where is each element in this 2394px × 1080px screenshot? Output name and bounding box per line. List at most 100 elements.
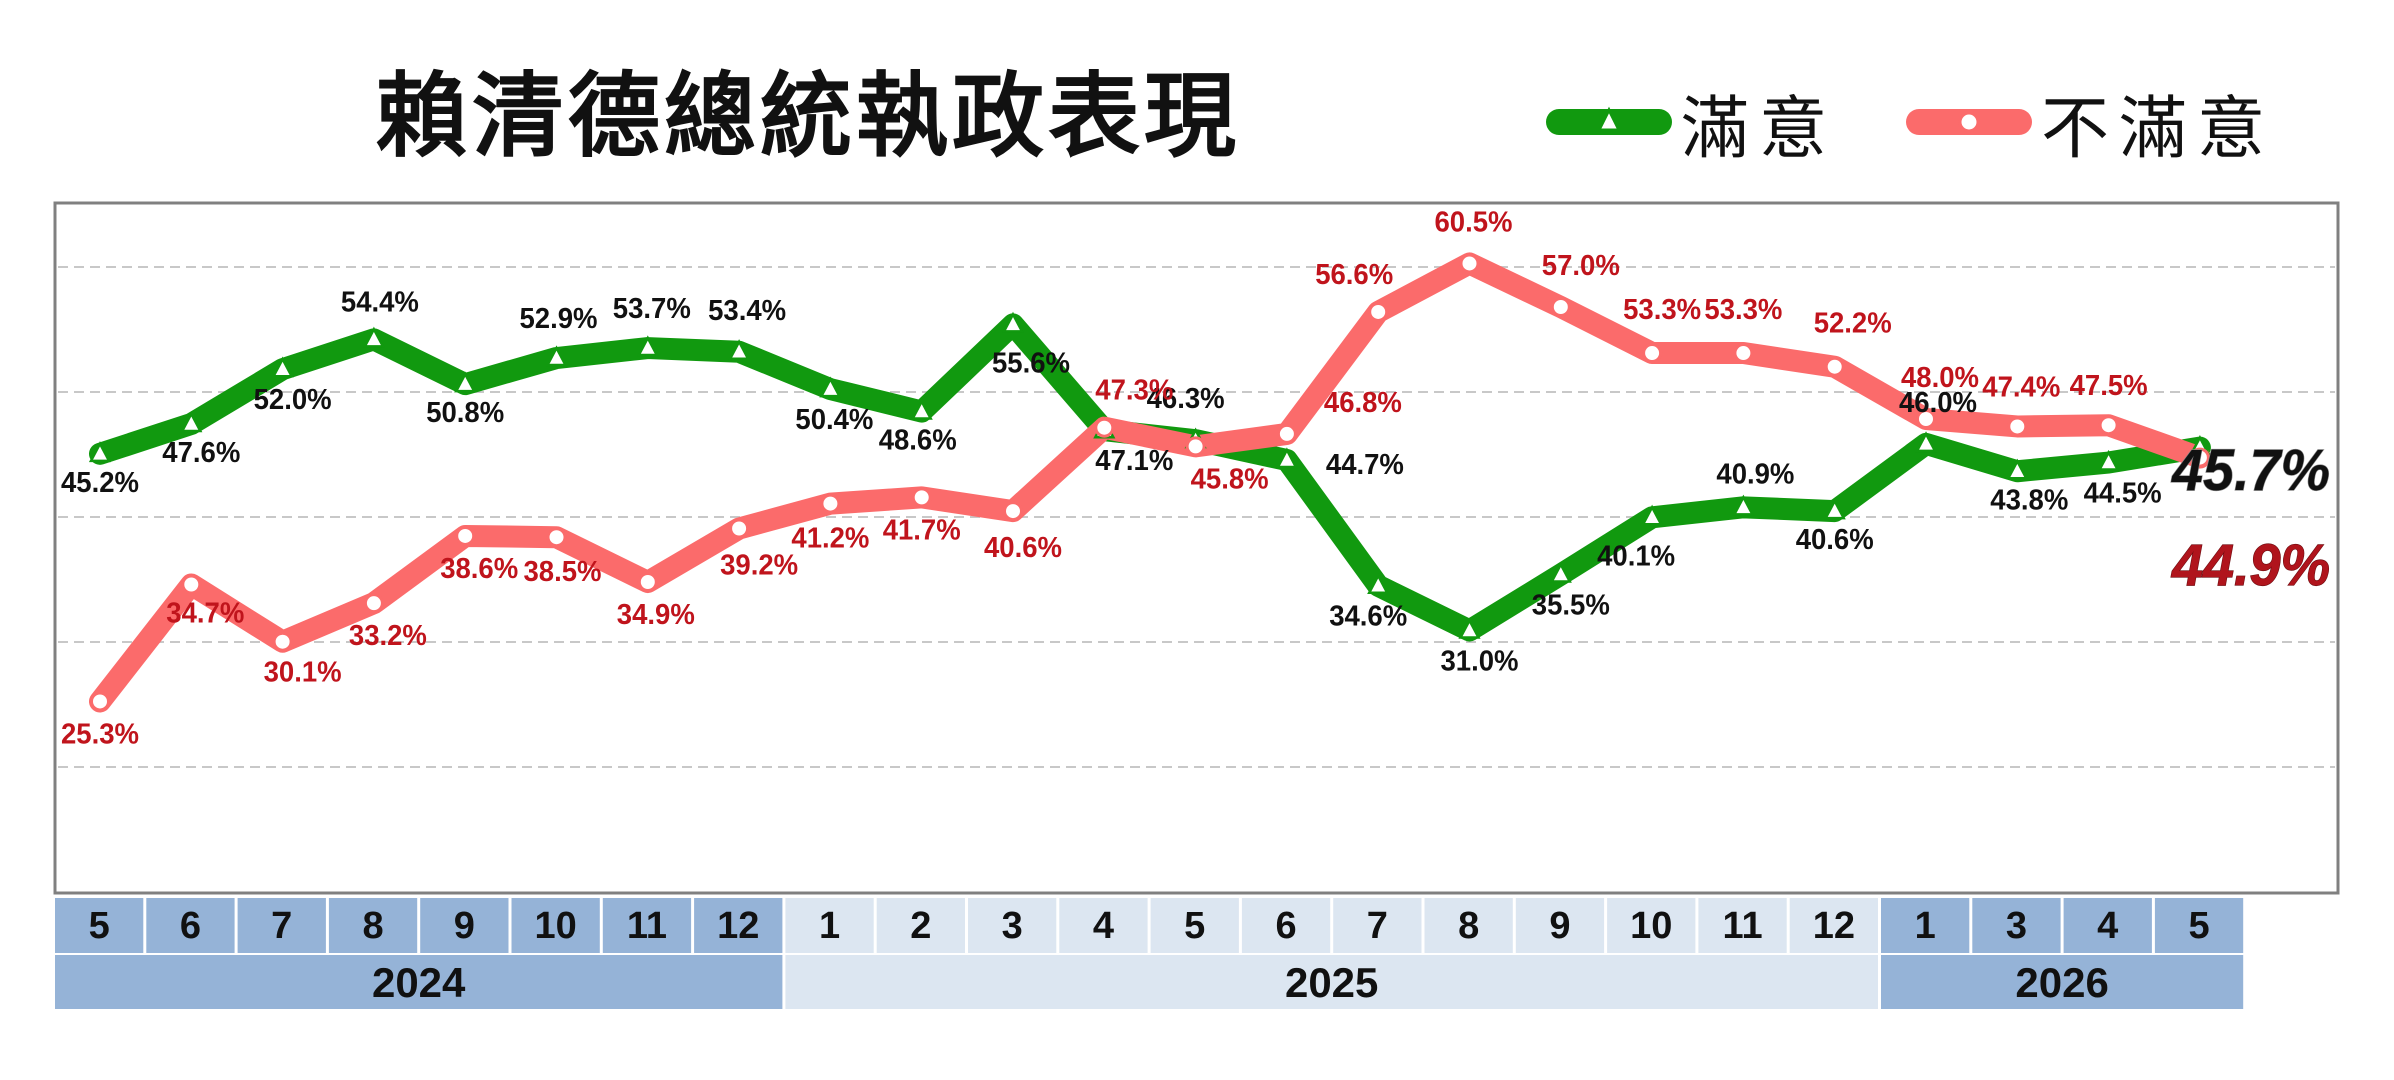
satisfied-data-label: 31.0% — [1441, 646, 1519, 678]
dissatisfied-data-label: 47.5% — [2070, 370, 2148, 402]
x-tick-cell — [55, 898, 144, 953]
satisfied-data-label: 47.6% — [162, 437, 240, 469]
satisfied-marker — [271, 356, 294, 378]
dissatisfied-marker — [1642, 343, 1663, 364]
dissatisfied-data-label: 33.2% — [349, 620, 427, 652]
dissatisfied-marker — [546, 527, 567, 548]
x-year-band: 2025 — [785, 955, 1878, 1009]
x-tick-label: 12 — [717, 905, 759, 947]
x-year-cell — [785, 955, 1878, 1009]
x-tick-month: 10 — [1607, 898, 1696, 953]
dissatisfied-marker — [1733, 343, 1754, 364]
legend-swatch-dissatisfied — [1906, 109, 2032, 135]
legend-item-satisfied: 滿意 — [1545, 72, 1837, 172]
x-tick-month: 1 — [785, 898, 874, 953]
dissatisfied-data-label: 38.5% — [524, 556, 602, 588]
x-tick-label: 8 — [362, 905, 383, 947]
x-tick-cell — [2063, 898, 2152, 953]
x-tick-month: 3 — [1972, 898, 2061, 953]
satisfied-marker — [2006, 458, 2029, 480]
x-tick-cell — [694, 898, 783, 953]
satisfied-marker — [1275, 447, 1298, 469]
x-tick-cell — [1972, 898, 2061, 953]
satisfied-data-label: 47.1% — [1095, 445, 1173, 477]
dissatisfied-data-label: 34.7% — [166, 597, 244, 629]
satisfied-marker — [1001, 311, 1025, 333]
x-tick-label: 9 — [454, 905, 475, 947]
satisfied-data-label: 50.4% — [795, 404, 873, 436]
dissatisfied-marker — [1824, 356, 1845, 377]
legend-label-dissatisfied: 不滿意 — [2041, 89, 2276, 169]
x-tick-cell — [602, 898, 692, 953]
satisfied-data-label: 46.0% — [1899, 387, 1977, 419]
x-tick-cell — [968, 898, 1057, 953]
x-tick-label: 10 — [1630, 905, 1672, 947]
dissatisfied-marker — [1003, 501, 1023, 522]
x-tick-cell — [420, 898, 509, 953]
satisfied-marker — [180, 411, 203, 433]
satisfied-marker — [1549, 561, 1572, 583]
dissatisfied-data-label: 47.4% — [1982, 371, 2060, 403]
x-year-band: 2026 — [1881, 955, 2244, 1009]
x-year-label: 2026 — [2015, 959, 2108, 1006]
satisfied-data-label: 53.4% — [708, 295, 786, 327]
x-tick-cell — [1789, 898, 1878, 953]
x-tick-label: 3 — [1002, 905, 1023, 947]
dissatisfied-data-label: 41.2% — [791, 523, 869, 555]
x-tick-cell — [1881, 898, 1970, 953]
satisfied-marker — [362, 326, 385, 348]
satisfied-data-label: 52.0% — [254, 384, 332, 416]
dissatisfied-data-label: 48.0% — [1901, 362, 1979, 394]
x-tick-cell — [1333, 898, 1422, 953]
dissatisfied-data-label: 41.7% — [883, 514, 961, 546]
dissatisfied-data-label: 46.8% — [1324, 387, 1402, 419]
x-tick-month: 6 — [1241, 898, 1331, 953]
satisfied-data-label: 34.6% — [1329, 601, 1407, 633]
x-tick-month: 7 — [237, 898, 326, 953]
x-tick-month: 10 — [511, 898, 600, 953]
x-tick-cell — [511, 898, 600, 953]
satisfied-marker — [819, 376, 842, 398]
x-year-band: 2024 — [55, 955, 783, 1009]
x-tick-label: 6 — [180, 905, 201, 947]
x-tick-label: 12 — [1813, 905, 1855, 947]
dissatisfied-marker — [1368, 301, 1389, 322]
dissatisfied-data-label: 56.6% — [1315, 259, 1393, 291]
satisfied-data-label: 40.6% — [1796, 524, 1874, 556]
dissatisfied-data-label: 60.5% — [1435, 206, 1513, 238]
x-tick-cell — [1698, 898, 1787, 953]
satisfied-data-label: 43.8% — [1990, 484, 2068, 516]
satisfied-data-label: 46.3% — [1147, 383, 1225, 415]
x-tick-cell — [328, 898, 418, 953]
satisfied-data-label: 40.9% — [1716, 458, 1794, 490]
dissatisfied-marker — [272, 631, 293, 652]
x-tick-month: 2 — [876, 898, 965, 953]
x-tick-month: 7 — [1333, 898, 1422, 953]
satisfied-data-label: 54.4% — [341, 286, 419, 318]
satisfied-marker — [454, 371, 477, 393]
x-tick-month: 11 — [602, 898, 692, 953]
x-tick-label: 5 — [1184, 905, 1205, 947]
satisfied-marker — [636, 335, 659, 357]
dissatisfied-data-label: 40.6% — [984, 532, 1062, 564]
dissatisfied-data-label: 53.3% — [1704, 294, 1782, 326]
x-year-label: 2025 — [1285, 959, 1378, 1006]
x-tick-month: 9 — [1515, 898, 1605, 953]
x-tick-month: 5 — [1150, 898, 1239, 953]
x-tick-label: 7 — [1367, 905, 1388, 947]
dissatisfied-data-label: 47.3% — [1095, 375, 1173, 407]
x-tick-month: 8 — [328, 898, 418, 953]
dissatisfied-data-label: 25.3% — [61, 718, 139, 750]
x-tick-month: 8 — [1424, 898, 1513, 953]
x-tick-label: 1 — [1915, 905, 1936, 947]
x-tick-label: 2 — [910, 905, 931, 947]
satisfied-data-label: 45.2% — [61, 467, 139, 499]
dissatisfied-marker — [181, 574, 202, 595]
x-tick-cell — [785, 898, 874, 953]
dissatisfied-data-label: 52.2% — [1814, 308, 1892, 340]
satisfied-data-label: 55.6% — [992, 347, 1070, 379]
dissatisfied-data-label: 39.2% — [720, 549, 798, 581]
satisfied-marker — [1732, 494, 1755, 516]
dissatisfied-marker — [820, 493, 841, 514]
satisfied-marker — [1641, 504, 1664, 526]
